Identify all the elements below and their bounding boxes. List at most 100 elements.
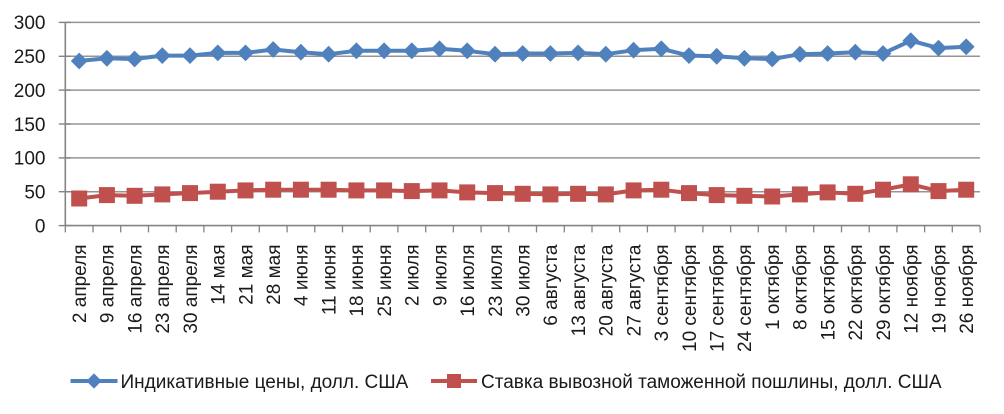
series-2-marker-18 <box>542 186 559 203</box>
series-1-marker-27 <box>791 45 809 63</box>
series-1-marker-31 <box>902 32 920 50</box>
legend-label-2: Ставка вывозной таможенной пошлины, долл… <box>481 372 942 393</box>
series-2-marker-24 <box>708 187 725 204</box>
series-1-marker-17 <box>514 45 532 62</box>
series-2-marker-15 <box>459 184 476 201</box>
series-1-marker-8 <box>264 41 282 58</box>
series-2-marker-2 <box>98 187 115 204</box>
series-2-marker-4 <box>154 186 171 203</box>
x-axis-label-9: 4 июня <box>292 245 313 307</box>
y-axis-label-300: 300 <box>14 13 46 34</box>
series-2-marker-6 <box>209 183 226 200</box>
series-2-marker-29 <box>847 185 864 202</box>
series-1-marker-25 <box>736 49 753 67</box>
x-axis-label-8: 28 мая <box>264 245 285 305</box>
series-1-marker-3 <box>126 50 143 68</box>
series-2-marker-22 <box>653 181 670 198</box>
x-axis-label-28: 15 октября <box>818 245 839 341</box>
series-1-marker-21 <box>625 41 642 59</box>
legend-diamond-icon <box>86 373 102 389</box>
series-2-marker-3 <box>126 187 143 204</box>
series-1-marker-10 <box>320 45 337 63</box>
series-2-marker-16 <box>487 185 503 202</box>
x-axis-label-16: 23 июля <box>486 245 507 317</box>
series-1-marker-23 <box>680 47 698 64</box>
x-axis-label-26: 1 октября <box>763 245 784 330</box>
y-axis-label-250: 250 <box>14 47 46 68</box>
series-1-marker-29 <box>846 43 864 61</box>
series-2-marker-20 <box>597 186 614 203</box>
x-axis-label-25: 24 сентября <box>735 245 756 353</box>
series-2-marker-26 <box>764 188 781 205</box>
x-axis-label-27: 8 октября <box>791 245 812 330</box>
x-axis-label-13: 2 июля <box>403 245 424 307</box>
series-1-marker-30 <box>874 45 892 62</box>
series-2-marker-12 <box>376 182 393 199</box>
series-2-marker-21 <box>625 182 642 199</box>
series-2-marker-13 <box>403 183 420 200</box>
x-axis-label-17: 30 июля <box>514 245 535 317</box>
x-axis-label-2: 9 апреля <box>98 245 119 324</box>
series-2-marker-10 <box>320 181 337 198</box>
series-2-marker-9 <box>292 181 309 198</box>
series-2-marker-11 <box>348 182 365 199</box>
x-axis-label-19: 13 августа <box>569 244 590 336</box>
series-1-marker-33 <box>957 38 975 56</box>
series-2-marker-5 <box>182 185 198 202</box>
series-1-marker-28 <box>819 45 836 62</box>
x-axis-label-11: 18 июня <box>347 245 368 317</box>
x-axis-label-18: 6 августа <box>541 244 562 326</box>
x-axis-label-33: 26 ноября <box>957 245 978 334</box>
series-2-marker-31 <box>902 176 919 193</box>
series-2-marker-19 <box>570 185 587 202</box>
x-axis-label-10: 11 июня <box>319 245 340 316</box>
y-axis-label-50: 50 <box>24 183 45 204</box>
series-1-marker-6 <box>209 44 227 62</box>
series-1-marker-16 <box>486 45 504 63</box>
x-axis-label-1: 2 апреля <box>70 245 91 324</box>
series-1-marker-1 <box>70 52 88 70</box>
series-2-marker-23 <box>681 185 697 202</box>
series-1-marker-22 <box>652 40 670 58</box>
y-axis-label-0: 0 <box>35 216 46 237</box>
series-1-marker-13 <box>403 42 421 60</box>
x-axis-label-20: 20 августа <box>597 244 618 336</box>
series-1-marker-26 <box>763 50 781 68</box>
legend-label-1: Индикативные цены, долл. США <box>121 372 409 393</box>
x-axis-label-31: 12 ноября <box>902 245 923 334</box>
x-axis-label-32: 19 ноября <box>929 245 950 334</box>
series-1-marker-18 <box>542 45 559 62</box>
series-2-marker-33 <box>958 181 975 198</box>
series-2-marker-7 <box>237 182 254 199</box>
legend-square-icon <box>447 374 461 388</box>
series-2-marker-17 <box>514 185 531 202</box>
series-1-marker-12 <box>375 42 393 60</box>
series-1-marker-19 <box>569 44 587 62</box>
x-axis-label-21: 27 августа <box>624 244 645 336</box>
series-1-marker-2 <box>98 49 116 67</box>
series-2-marker-14 <box>431 182 448 199</box>
series-1-marker-11 <box>348 42 365 60</box>
series-1-marker-7 <box>237 44 254 62</box>
x-axis-label-7: 21 мая <box>236 245 257 305</box>
x-axis-label-30: 29 октября <box>874 245 895 341</box>
series-2-marker-25 <box>736 187 753 204</box>
series-2-marker-8 <box>265 181 282 198</box>
series-1-marker-9 <box>292 43 310 61</box>
x-axis-label-23: 10 сентября <box>680 245 701 353</box>
series-2-marker-1 <box>71 190 88 207</box>
series-1-marker-4 <box>153 47 171 64</box>
x-axis-label-24: 17 сентября <box>708 245 729 353</box>
series-1-marker-32 <box>930 39 947 57</box>
x-axis-label-3: 16 апреля <box>125 245 146 334</box>
series-1-marker-20 <box>597 45 615 63</box>
x-axis-label-14: 9 июля <box>430 245 451 307</box>
y-axis-label-200: 200 <box>14 81 46 102</box>
series-2-marker-28 <box>819 184 836 201</box>
x-axis-label-29: 22 октября <box>846 245 867 341</box>
x-axis-label-4: 23 апреля <box>153 245 174 334</box>
y-axis-label-150: 150 <box>14 115 46 136</box>
series-1-marker-15 <box>458 42 476 60</box>
